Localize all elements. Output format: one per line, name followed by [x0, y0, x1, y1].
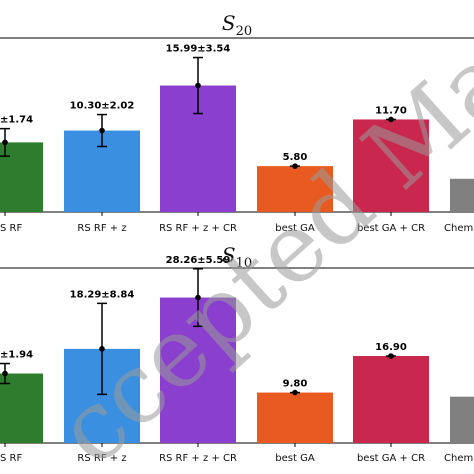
data-label: 10.30±2.02 [70, 101, 135, 112]
x-tick-label: best GA + CR [357, 453, 425, 464]
bar [450, 396, 474, 443]
data-label: 5.80 [283, 152, 308, 163]
data-label: ±1.94 [0, 350, 33, 361]
bar [450, 178, 474, 212]
data-label: 16.90 [375, 342, 407, 353]
x-tick-label: Chem [444, 223, 473, 234]
mean-point [195, 294, 201, 301]
mean-point [195, 82, 201, 89]
data-label: 11.70 [375, 105, 407, 116]
mean-point [99, 346, 105, 352]
mean-point [292, 163, 298, 169]
x-tick-label: RS RF + z [77, 223, 126, 234]
bar [353, 356, 429, 443]
x-tick-label: RS RF + z [77, 453, 126, 464]
bar [0, 142, 43, 212]
data-label: ±1.74 [0, 115, 33, 126]
bar [353, 119, 429, 212]
x-tick-label: Chem [444, 453, 473, 464]
x-tick-label: best GA [275, 453, 315, 464]
mean-point [99, 127, 105, 134]
mean-point [2, 370, 8, 377]
x-tick-label: best GA [275, 223, 315, 234]
chart-panel-s20: S20 S RF ±1.74 RS RF + z 10.30±2.02 RS RF + z… [0, 11, 474, 234]
mean-point [388, 116, 394, 123]
data-label: 9.80 [283, 379, 308, 390]
data-label: 28.26±5.59 [166, 255, 231, 266]
x-tick-label: S RF [0, 453, 22, 464]
bar [257, 392, 333, 443]
data-label: 15.99±3.54 [166, 44, 231, 55]
mean-point [2, 139, 8, 146]
x-tick-label: RS RF + z + CR [159, 453, 237, 464]
x-tick-label: RS RF + z + CR [159, 223, 237, 234]
bar [0, 373, 43, 443]
x-tick-label: S RF [0, 223, 22, 234]
chart-title-subscript: 20 [236, 24, 253, 39]
mean-point [388, 353, 394, 359]
bar [257, 166, 333, 212]
chart-title: S20 [222, 11, 252, 39]
data-label: 18.29±8.84 [70, 289, 135, 300]
chart-title-subscript: 10 [236, 256, 253, 271]
mean-point [292, 389, 298, 396]
x-tick-label: best GA + CR [357, 223, 425, 234]
